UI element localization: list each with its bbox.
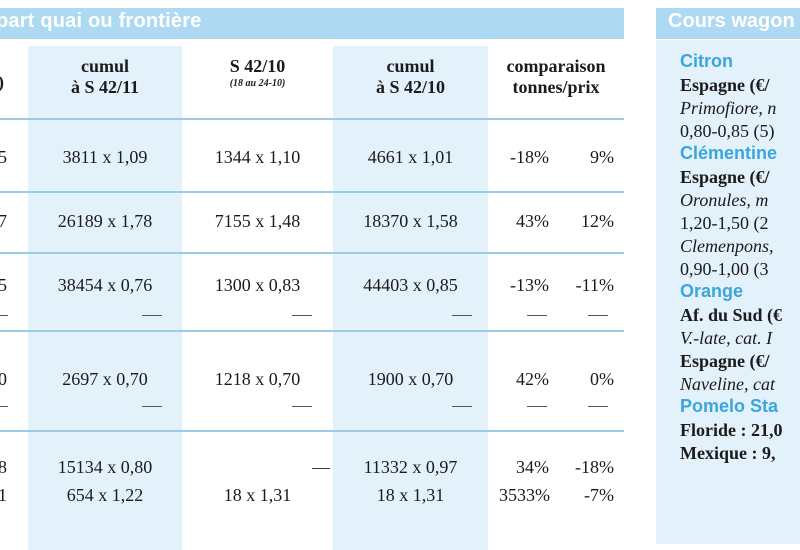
panel-origin: Espagne (€/ <box>680 167 770 187</box>
cumul-42-11-value: 2697 x 0,70 <box>62 369 148 389</box>
prix-comparison: -7% <box>584 485 614 505</box>
prix-comparison: -11% <box>575 275 614 295</box>
panel-section-pomelo: Pomelo Sta <box>680 396 779 416</box>
empty-dash <box>142 406 162 407</box>
cumul-42-11-value: 3811 x 1,09 <box>62 147 148 167</box>
panel-price: 0,80-0,85 (5) <box>680 121 775 141</box>
s-42-10-value: — <box>312 457 330 477</box>
row-edge-value: 5 <box>0 275 7 295</box>
empty-dash <box>0 406 8 407</box>
cumul-42-11-value: 26189 x 1,78 <box>57 211 153 231</box>
table-title: part quai ou frontière <box>0 10 202 32</box>
cumul-42-10-value: 4661 x 1,01 <box>367 147 454 167</box>
prix-comparison: -18% <box>575 457 614 477</box>
panel-origin: Espagne (€/ <box>680 75 770 95</box>
prices-panel <box>656 40 800 544</box>
prix-comparison: 0% <box>590 369 614 389</box>
panel-title: Cours wagon <box>668 10 795 32</box>
row-edge-value: 7 <box>0 211 7 231</box>
header-comparaison: comparaison tonnes/prix <box>506 56 606 97</box>
panel-section-orange: Orange <box>680 281 744 301</box>
tonnes-comparison: 3533% <box>499 485 550 505</box>
s-42-10-value: 1344 x 1,10 <box>214 147 301 167</box>
panel-origin-price: Floride : 21,0 <box>680 420 783 440</box>
row-edge-value: 0 <box>0 369 7 389</box>
cumul-42-11-value: 654 x 1,22 <box>66 485 144 505</box>
panel-variety: Oronules, m <box>680 190 769 210</box>
empty-dash <box>452 315 472 316</box>
empty-dash <box>588 315 608 316</box>
panel-variety: Clemenpons, <box>680 236 774 256</box>
row-edge-value: 8 <box>0 457 7 477</box>
s-42-10-value: 7155 x 1,48 <box>214 211 301 231</box>
s-42-10-value: 1300 x 0,83 <box>214 275 301 295</box>
row-separator <box>0 252 624 254</box>
empty-dash <box>292 315 312 316</box>
row-edge-value: 5 <box>0 147 7 167</box>
empty-dash <box>452 406 472 407</box>
panel-variety: V.-late, cat. I <box>680 328 773 348</box>
s-42-10-value: 18 x 1,31 <box>223 485 292 505</box>
row-separator <box>0 330 624 332</box>
panel-variety: Naveline, cat <box>680 374 775 394</box>
tonnes-comparison: -13% <box>510 275 549 295</box>
empty-dash <box>142 315 162 316</box>
empty-dash <box>0 315 8 316</box>
row-edge-value: 1 <box>0 485 7 505</box>
panel-section-citron: Citron <box>680 51 733 71</box>
header-edge: ) <box>0 72 6 93</box>
header-s-42-10: S 42/10 (18 au 24-10) <box>229 56 286 89</box>
tonnes-comparison: 43% <box>516 211 549 231</box>
table-title-band <box>0 8 624 39</box>
panel-section-clementine: Clémentine <box>680 143 778 163</box>
header-cumul-42-11: cumul à S 42/11 <box>70 56 140 97</box>
panel-price: 1,20-1,50 (2 <box>680 213 769 233</box>
cumul-42-10-value: 44403 x 0,85 <box>363 275 458 295</box>
prix-comparison: 9% <box>590 147 614 167</box>
row-separator <box>0 430 624 432</box>
panel-origin: Af. du Sud (€ <box>680 305 783 325</box>
panel-title-band <box>656 8 800 39</box>
empty-dash <box>292 406 312 407</box>
panel-origin: Espagne (€/ <box>680 351 770 371</box>
tonnes-comparison: -18% <box>510 147 549 167</box>
prix-comparison: 12% <box>581 211 614 231</box>
cumul-42-10-value: 11332 x 0,97 <box>363 457 458 477</box>
tonnes-comparison: 34% <box>516 457 549 477</box>
column-shade-cumul-42-10 <box>333 46 488 550</box>
s-42-10-value: 1218 x 0,70 <box>214 369 301 389</box>
panel-origin-price: Mexique : 9, <box>680 443 776 463</box>
empty-dash <box>527 406 547 407</box>
row-separator <box>0 191 624 193</box>
tonnes-comparison: 42% <box>516 369 549 389</box>
cumul-42-11-value: 15134 x 0,80 <box>57 457 153 477</box>
empty-dash <box>588 406 608 407</box>
cumul-42-10-value: 18 x 1,31 <box>376 485 445 505</box>
column-shade-cumul-42-11 <box>28 46 182 550</box>
empty-dash <box>527 315 547 316</box>
row-separator <box>0 118 624 120</box>
cumul-42-11-value: 38454 x 0,76 <box>57 275 153 295</box>
header-cumul-42-10: cumul à S 42/10 <box>375 56 445 97</box>
panel-variety: Primofiore, n <box>680 98 777 118</box>
cumul-42-10-value: 18370 x 1,58 <box>363 211 458 231</box>
panel-price: 0,90-1,00 (3 <box>680 259 769 279</box>
cumul-42-10-value: 1900 x 0,70 <box>367 369 454 389</box>
